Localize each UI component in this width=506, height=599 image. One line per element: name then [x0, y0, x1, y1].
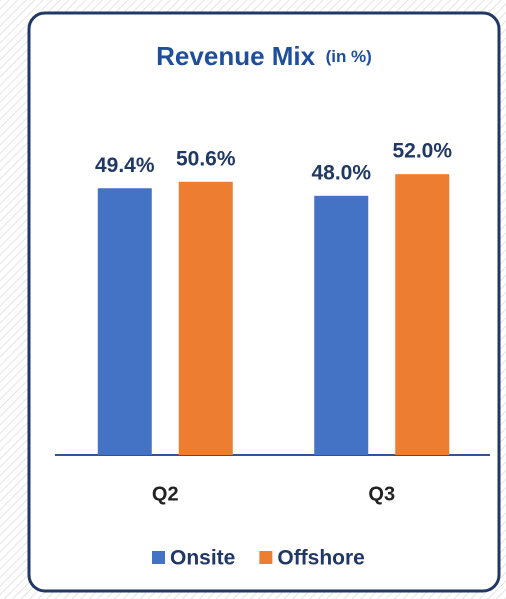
- data-label: 49.4%: [95, 154, 155, 177]
- data-label: 50.6%: [176, 147, 236, 170]
- legend-swatch: [259, 551, 273, 564]
- bar: [97, 188, 152, 456]
- legend-label: Offshore: [277, 547, 365, 570]
- bar: [395, 174, 450, 455]
- x-tick-label: Q3: [368, 483, 395, 505]
- bar: [178, 181, 233, 455]
- bar: [314, 195, 369, 456]
- chart-title: Revenue Mix (in %): [156, 41, 372, 71]
- legend-label: Onsite: [170, 547, 235, 570]
- title-main: Revenue Mix: [156, 41, 315, 71]
- data-label: 48.0%: [311, 161, 371, 184]
- x-tick-label: Q2: [152, 483, 179, 505]
- title-unit: (in %): [326, 47, 372, 66]
- legend-swatch: [152, 551, 165, 564]
- data-label: 52.0%: [392, 140, 452, 163]
